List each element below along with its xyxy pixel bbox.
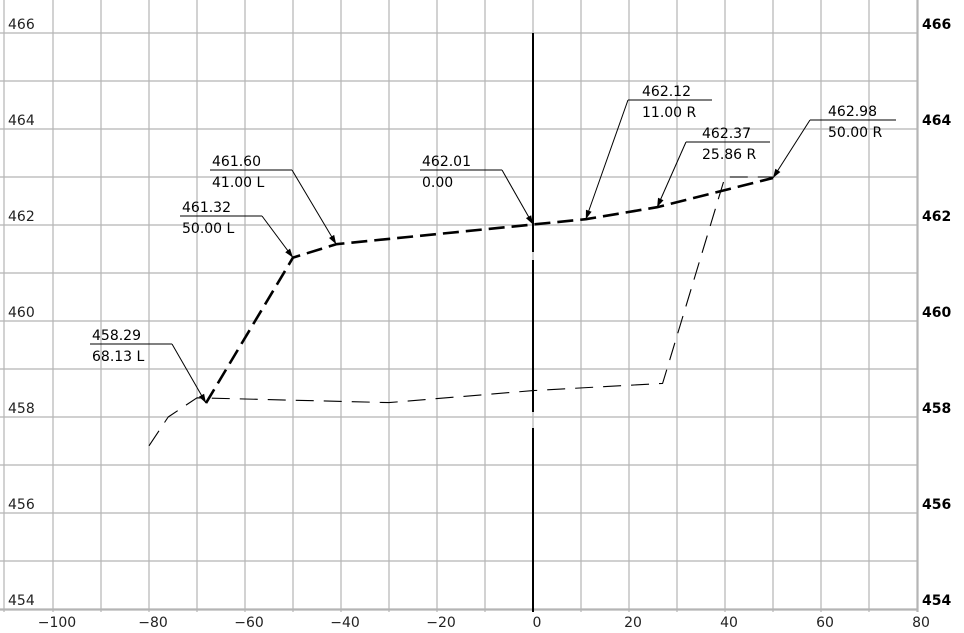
y-tick-label-left: 462	[8, 209, 35, 225]
annotation-leader	[656, 141, 687, 208]
annotation-arrowhead	[285, 248, 293, 258]
annotation-leader	[585, 99, 629, 220]
station-annotation: 461.32 50.00 L	[180, 200, 294, 258]
annotation-offset: 50.00 L	[182, 221, 235, 237]
annotation-elevation: 461.32	[182, 200, 231, 216]
annotation-offset: 50.00 R	[828, 125, 883, 141]
y-tick-label-left: 460	[8, 305, 35, 321]
station-annotation: 461.60 41.00 L	[210, 154, 337, 245]
x-tick-label: 60	[816, 615, 834, 631]
y-tick-label-right: 466	[922, 17, 951, 33]
annotation-offset: 0.00	[422, 175, 453, 191]
y-tick-label-left: 458	[8, 401, 35, 417]
annotation-offset: 11.00 R	[642, 105, 697, 121]
annotation-elevation: 458.29	[92, 328, 141, 344]
annotation-elevation: 462.01	[422, 154, 471, 170]
y-tick-label-right: 464	[922, 113, 951, 129]
tick-labels: 454 454 456 456 458 458 460 460 462 462 464 464 466 4…	[8, 17, 951, 631]
annotation-elevation: 462.37	[702, 126, 751, 142]
y-tick-label-right: 460	[922, 305, 951, 321]
annotation-leader	[501, 169, 534, 225]
x-tick-label: 20	[624, 615, 642, 631]
y-tick-label-right: 454	[922, 593, 951, 609]
x-tick-label: −60	[234, 615, 264, 631]
y-tick-label-right: 458	[922, 401, 951, 417]
annotation-offset: 41.00 L	[212, 175, 265, 191]
annotation-offset: 68.13 L	[92, 349, 145, 365]
annotation-arrowhead	[657, 197, 664, 208]
grid	[0, 0, 919, 612]
y-tick-label-left: 464	[8, 113, 35, 129]
station-annotation: 458.29 68.13 L	[90, 328, 207, 404]
annotation-arrowhead	[525, 215, 533, 225]
x-tick-label: −20	[426, 615, 456, 631]
x-tick-label: −100	[38, 615, 76, 631]
y-tick-label-left: 466	[8, 17, 35, 33]
x-tick-label: −40	[330, 615, 360, 631]
annotation-leader	[171, 343, 207, 404]
station-annotation: 462.01 0.00	[420, 154, 534, 225]
existing-ground-line	[148, 176, 773, 447]
y-tick-label-right: 462	[922, 209, 951, 225]
annotation-offset: 25.86 R	[702, 147, 757, 163]
annotation-arrowhead	[198, 393, 206, 404]
x-tick-label: 0	[533, 615, 542, 631]
profile-lines	[148, 176, 774, 447]
station-annotation: 462.98 50.00 R	[772, 104, 896, 179]
y-tick-label-right: 456	[922, 497, 951, 513]
annotation-elevation: 461.60	[212, 154, 261, 170]
annotation-elevation: 462.98	[828, 104, 877, 120]
y-tick-label-left: 456	[8, 497, 35, 513]
y-tick-label-left: 454	[8, 593, 35, 609]
station-annotation: 462.37 25.86 R	[656, 126, 770, 208]
x-tick-label: 80	[912, 615, 930, 631]
annotation-leader	[772, 119, 811, 179]
annotation-arrowhead	[585, 209, 592, 220]
station-annotation: 462.12 11.00 R	[585, 84, 712, 220]
annotation-elevation: 462.12	[642, 84, 691, 100]
annotation-leader	[291, 169, 337, 245]
annotation-arrowhead	[329, 234, 337, 245]
x-tick-label: 40	[720, 615, 738, 631]
x-tick-label: −80	[138, 615, 168, 631]
annotation-arrowhead	[773, 168, 781, 178]
